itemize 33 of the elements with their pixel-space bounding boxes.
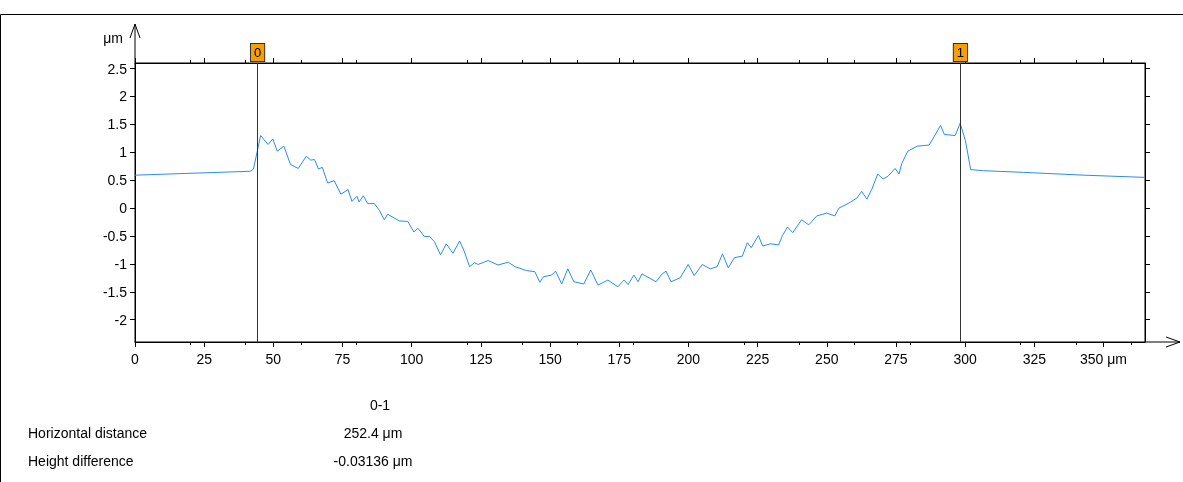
x-tick-label: 75	[334, 351, 351, 367]
y-tick-label: 2.5	[107, 60, 128, 77]
x-tick-label: 250	[815, 351, 839, 367]
text: Height difference	[28, 453, 134, 469]
x-tick-label: 100	[400, 351, 424, 367]
y-tick-label: 1.5	[107, 116, 128, 133]
y-tick-label: 2	[119, 88, 128, 105]
x-tick-label: 175	[607, 351, 632, 367]
x-tick-label: 225	[745, 351, 770, 367]
x-tick-label: 275	[884, 351, 908, 367]
text: Horizontal distance	[28, 425, 148, 441]
x-tick-label: 50	[265, 351, 282, 367]
x-tick-label: 150	[538, 351, 562, 367]
x-tick-label: 125	[469, 351, 493, 367]
y-axis-title: μm	[103, 30, 123, 46]
y-tick-label: -0.5	[102, 227, 128, 244]
y-tick-label: -1	[114, 255, 128, 272]
y-tick-label: 0	[119, 200, 128, 217]
annotation: 0	[253, 45, 262, 60]
y-tick-label: -1.5	[102, 283, 128, 300]
x-tick-label: 350 μm	[1080, 351, 1127, 367]
x-tick-label: 25	[196, 351, 213, 367]
y-tick-label: 0.5	[107, 172, 128, 189]
text: -0.03136 μm	[333, 453, 413, 469]
y-tick-label: -2	[114, 311, 128, 328]
x-tick-label: 300	[953, 351, 978, 367]
text: 0-1	[369, 397, 391, 413]
text: 252.4 μm	[343, 425, 403, 441]
x-tick-label: 200	[676, 351, 701, 367]
x-tick-label: 325	[1022, 351, 1047, 367]
y-tick-label: 1	[119, 144, 128, 161]
annotation: 1	[956, 45, 965, 60]
x-tick-label: 0	[131, 351, 140, 367]
